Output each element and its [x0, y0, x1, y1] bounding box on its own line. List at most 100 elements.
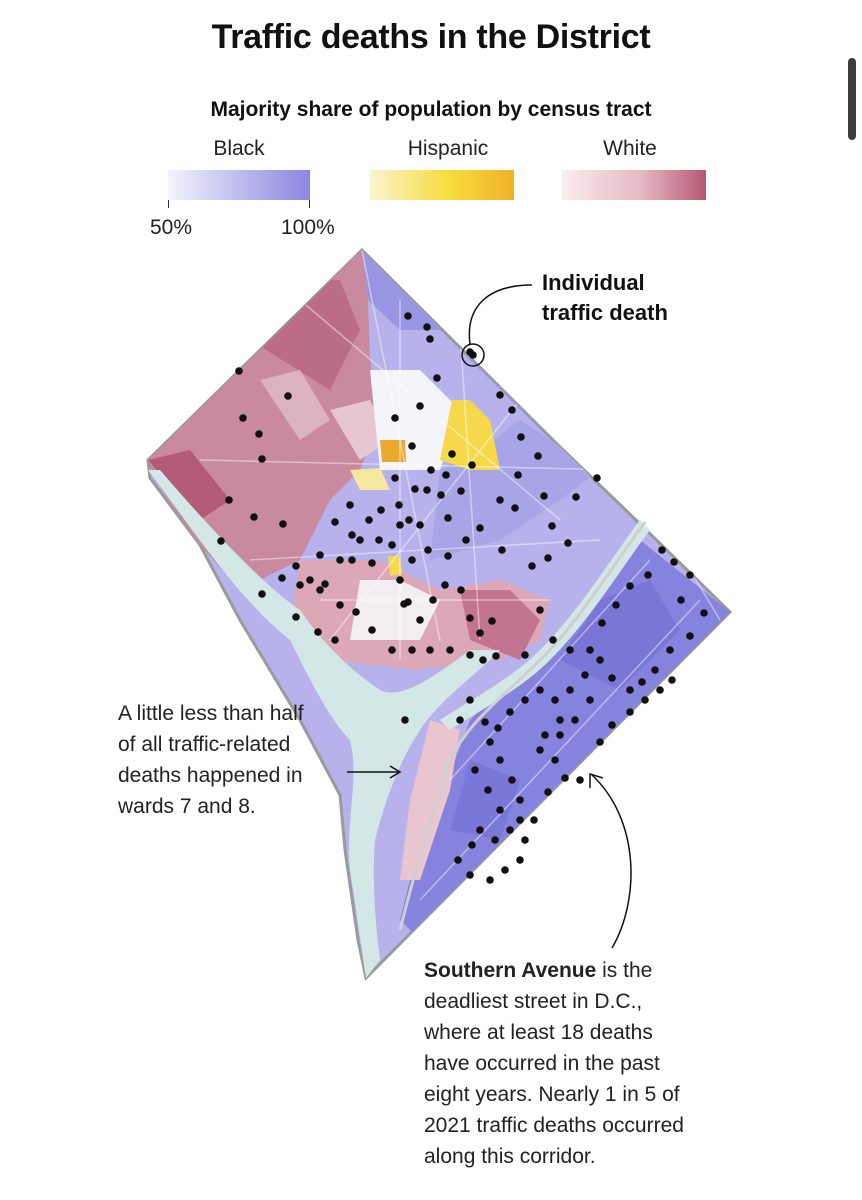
traffic-death-dot [517, 433, 525, 441]
traffic-death-dot [235, 367, 243, 375]
tract-black-east-strong [560, 580, 680, 690]
traffic-death-dot [423, 323, 431, 331]
traffic-death-dot [668, 676, 676, 684]
traffic-death-dot [516, 816, 524, 824]
traffic-death-dot [375, 536, 383, 544]
traffic-death-dot [496, 756, 504, 764]
traffic-death-dot [561, 774, 569, 782]
traffic-death-dot [396, 576, 404, 584]
legend-min-label: 50% [150, 216, 193, 239]
wards-line-3: deaths happened in [118, 764, 303, 787]
traffic-death-dot [516, 856, 524, 864]
legend-label-black: Black [213, 137, 265, 160]
southern-first-rest: is the [596, 959, 653, 982]
traffic-death-dot [486, 876, 494, 884]
traffic-death-dot [279, 520, 287, 528]
southern-avenue-name: Southern Avenue [424, 959, 597, 982]
traffic-death-dot [677, 596, 685, 604]
traffic-death-dot [405, 516, 413, 524]
traffic-death-dot [534, 452, 542, 460]
traffic-death-dot [388, 541, 396, 549]
traffic-death-dot [441, 581, 449, 589]
tract-hispanic [350, 468, 390, 490]
traffic-death-dot [258, 590, 266, 598]
traffic-death-dot [466, 651, 474, 659]
traffic-death-dot [433, 374, 441, 382]
traffic-death-dot [396, 521, 404, 529]
traffic-death-dot [488, 617, 496, 625]
scrollbar[interactable] [848, 58, 856, 140]
traffic-death-dot [541, 731, 549, 739]
tract-black-east-strong [450, 760, 520, 840]
traffic-death-dot [686, 571, 694, 579]
legend-tick-max [309, 200, 310, 208]
traffic-death-dot [444, 514, 452, 522]
traffic-death-dot [626, 686, 634, 694]
wards-annotation: A little less than half of all traffic-r… [118, 698, 358, 822]
ward-boundary [398, 521, 647, 931]
legend-title: Majority share of population by census t… [210, 98, 652, 121]
traffic-death-dot [368, 626, 376, 634]
traffic-death-dot [416, 402, 424, 410]
tract-white-light [260, 370, 330, 440]
traffic-death-dot [494, 724, 502, 732]
dc-map [146, 247, 733, 982]
traffic-death-dot [514, 471, 522, 479]
tract-hispanic [388, 556, 402, 576]
traffic-death-dot [296, 581, 304, 589]
traffic-death-dot [377, 506, 385, 514]
traffic-death-dot [400, 600, 408, 608]
traffic-death-dot [481, 718, 489, 726]
traffic-death-dot [404, 312, 412, 320]
traffic-death-dot [608, 721, 616, 729]
traffic-death-dot [638, 678, 646, 686]
traffic-death-dot [346, 501, 354, 509]
traffic-death-dot [496, 806, 504, 814]
traffic-death-dot [391, 414, 399, 422]
traffic-death-dot [416, 521, 424, 529]
traffic-death-dot [468, 841, 476, 849]
traffic-death-dot [491, 836, 499, 844]
tract-black-north [362, 250, 558, 445]
traffic-death-dot [586, 696, 594, 704]
traffic-death-dot [388, 646, 396, 654]
traffic-death-dot [316, 586, 324, 594]
traffic-death-dot [416, 616, 424, 624]
census-tracts [148, 250, 730, 940]
southern-line-5: 2021 traffic deaths occurred [424, 1114, 684, 1137]
traffic-death-dot [466, 614, 474, 622]
traffic-death-dot [593, 474, 601, 482]
traffic-death-dot [476, 629, 484, 637]
traffic-death-dot [508, 776, 516, 784]
traffic-death-dot [670, 558, 678, 566]
traffic-death-dot [408, 556, 416, 564]
legend-label-white: White [603, 137, 657, 160]
traffic-death-dot [331, 518, 339, 526]
traffic-death-dot [331, 636, 339, 644]
southern-line-3: have occurred in the past [424, 1052, 660, 1075]
traffic-death-dot [368, 559, 376, 567]
traffic-death-dot-highlighted [469, 351, 477, 359]
traffic-death-dot [521, 836, 529, 844]
traffic-death-dots [217, 312, 708, 884]
traffic-death-dot [521, 696, 529, 704]
legend-max-label: 100% [281, 216, 335, 239]
traffic-death-dot [426, 335, 434, 343]
traffic-death-dot [457, 487, 465, 495]
traffic-death-dot [530, 816, 538, 824]
traffic-death-dot [516, 796, 524, 804]
southern-line-0: Southern Avenue is the [424, 955, 754, 986]
southern-avenue-arrowhead [589, 772, 604, 788]
traffic-death-dot [448, 450, 456, 458]
traffic-death-dot [571, 716, 579, 724]
traffic-death-dot [626, 582, 634, 590]
tract-white-strong [148, 450, 230, 520]
traffic-death-dot [484, 786, 492, 794]
traffic-death-dot [651, 666, 659, 674]
anacostia-river [440, 520, 650, 730]
traffic-death-dot [576, 776, 584, 784]
traffic-death-dot [352, 608, 360, 616]
traffic-death-dot [566, 686, 574, 694]
traffic-death-dot [239, 414, 247, 422]
traffic-death-dot [391, 474, 399, 482]
